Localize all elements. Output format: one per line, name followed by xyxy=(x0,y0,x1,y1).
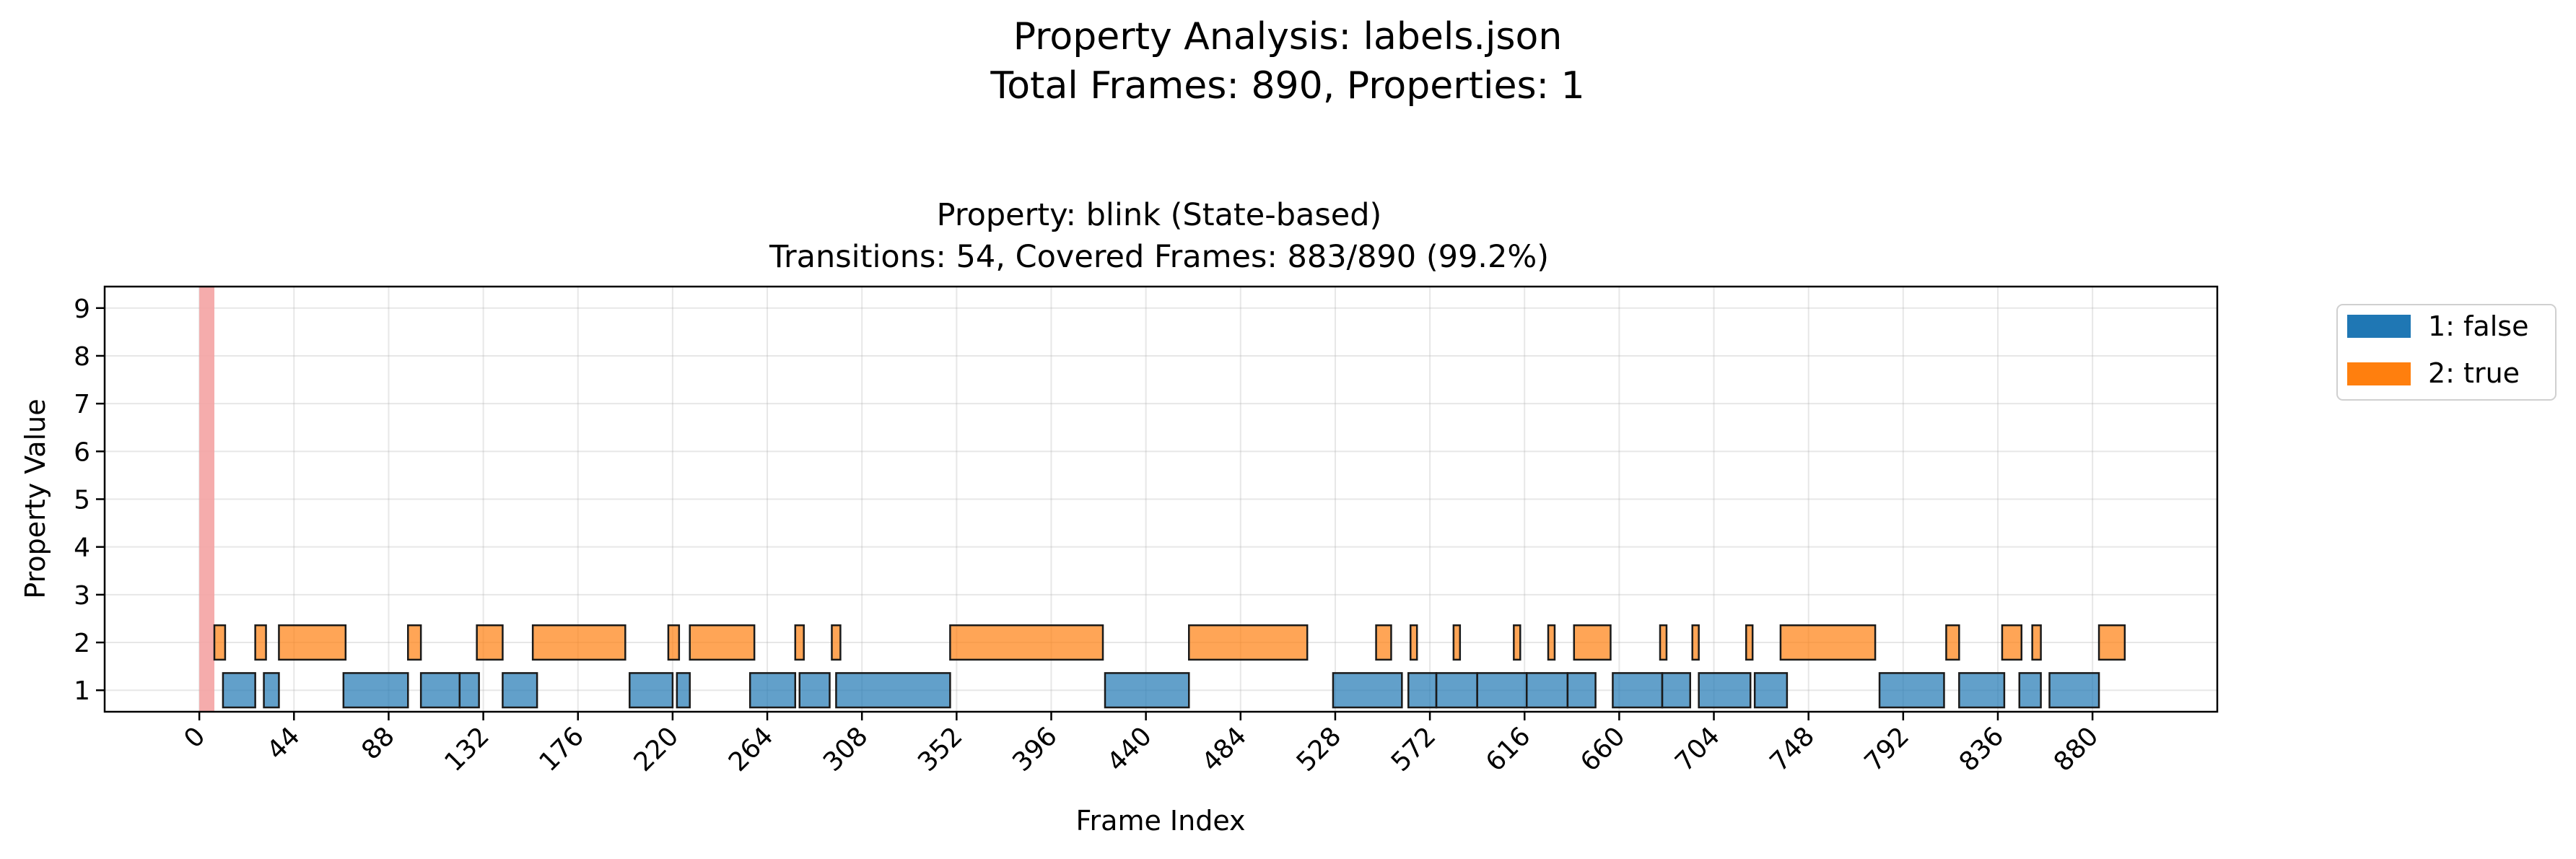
chart-title: Property: blink (State-based) xyxy=(937,197,1382,233)
y-tick-label: 4 xyxy=(74,533,90,563)
y-tick-label: 9 xyxy=(74,295,90,324)
interval-bar xyxy=(1659,624,1668,661)
interval-bar xyxy=(476,624,504,661)
interval-bar xyxy=(2018,672,2042,709)
interval-bar xyxy=(2048,672,2100,709)
interval-bar xyxy=(531,624,626,661)
interval-bar xyxy=(1745,624,1754,661)
legend: 1: false 2: true xyxy=(2336,304,2557,401)
interval-bar xyxy=(689,624,756,661)
interval-bar xyxy=(1476,672,1528,709)
interval-bar xyxy=(835,672,951,709)
y-tick-label: 6 xyxy=(74,437,90,467)
interval-bar xyxy=(1566,672,1597,709)
interval-bar xyxy=(1187,624,1309,661)
interval-bars xyxy=(213,624,2126,709)
interval-bar xyxy=(2031,624,2042,661)
interval-bar xyxy=(1513,624,1521,661)
chart-subtitle: Transitions: 54, Covered Frames: 883/890… xyxy=(769,239,1549,275)
interval-bar xyxy=(1407,672,1438,709)
interval-bar xyxy=(1878,672,1945,709)
interval-bar xyxy=(1661,672,1691,709)
interval-bar xyxy=(222,672,256,709)
interval-bar xyxy=(667,624,681,661)
interval-bar xyxy=(1573,624,1612,661)
figure-subtitle: Total Frames: 890, Properties: 1 xyxy=(990,64,1584,108)
legend-label-false: 1: false xyxy=(2428,310,2528,342)
interval-bar xyxy=(629,672,674,709)
interval-bar xyxy=(407,624,422,661)
interval-bar xyxy=(794,624,805,661)
interval-bar xyxy=(1525,672,1569,709)
y-tick-label: 1 xyxy=(74,676,90,706)
interval-bar xyxy=(263,672,280,709)
legend-swatch-false xyxy=(2347,315,2411,338)
interval-bar xyxy=(1945,624,1960,661)
y-tick-label: 5 xyxy=(74,486,90,515)
interval-bar xyxy=(502,672,538,709)
y-tick-label: 7 xyxy=(74,390,90,419)
legend-swatch-true xyxy=(2347,362,2411,385)
interval-bar xyxy=(831,624,842,661)
interval-bar xyxy=(798,672,831,709)
interval-bar xyxy=(1452,624,1462,661)
y-tick-label: 8 xyxy=(74,342,90,372)
uncovered-region-band xyxy=(199,287,215,712)
uncovered-region xyxy=(199,287,215,712)
interval-bar xyxy=(1958,672,2006,709)
interval-bar xyxy=(1698,672,1752,709)
x-axis-ticks: 0 44 88 132 176 220 264 308 352 396 440 484 528 572 61… xyxy=(178,712,2104,777)
interval-bar xyxy=(676,672,691,709)
interval-bar xyxy=(2001,624,2023,661)
interval-bar xyxy=(1410,624,1418,661)
y-tick-label: 3 xyxy=(74,581,90,611)
y-tick-label: 2 xyxy=(74,629,90,658)
interval-bar xyxy=(342,672,409,709)
y-axis-ticks: 1 2 3 4 5 6 7 8 9 xyxy=(74,295,105,706)
interval-bar xyxy=(949,624,1104,661)
x-axis-label: Frame Index xyxy=(1075,805,1245,837)
interval-bar xyxy=(2097,624,2126,661)
interval-bar xyxy=(1435,672,1478,709)
interval-bar xyxy=(213,624,227,661)
interval-bar xyxy=(1753,672,1789,709)
interval-bar xyxy=(748,672,797,709)
interval-bar xyxy=(458,672,480,709)
y-axis-label: Property Value xyxy=(19,398,51,598)
interval-bar xyxy=(1779,624,1877,661)
interval-bar xyxy=(1612,672,1664,709)
interval-bar xyxy=(278,624,347,661)
figure-title: Property Analysis: labels.json xyxy=(1013,15,1563,58)
interval-bar xyxy=(1104,672,1190,709)
legend-label-true: 2: true xyxy=(2428,357,2520,389)
interval-bar xyxy=(1375,624,1392,661)
interval-bar xyxy=(1691,624,1700,661)
interval-bar xyxy=(1547,624,1556,661)
interval-bar xyxy=(419,672,461,709)
interval-bar xyxy=(254,624,267,661)
interval-bar xyxy=(1332,672,1403,709)
